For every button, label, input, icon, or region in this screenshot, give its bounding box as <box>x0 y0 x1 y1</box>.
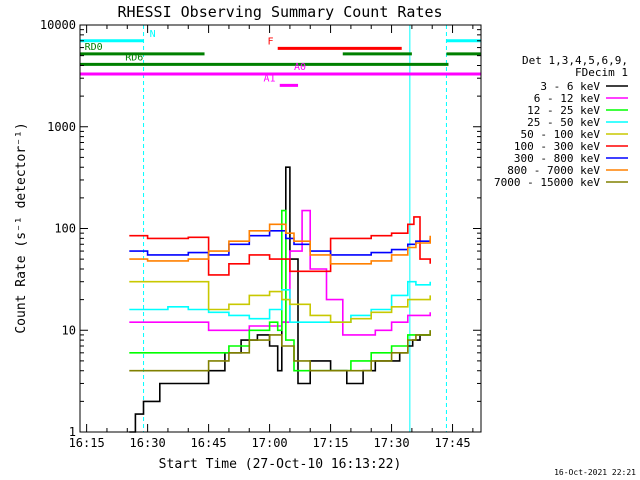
x-tick-label: 17:00 <box>252 436 288 450</box>
legend-header: FDecim 1 <box>575 66 628 79</box>
x-tick-label: 17:15 <box>313 436 349 450</box>
legend-label: 12 - 25 keV <box>527 104 600 117</box>
y-tick-label: 10000 <box>40 18 76 32</box>
series-line <box>129 280 431 323</box>
flag-label: RD6 <box>125 52 143 63</box>
series-line <box>129 330 431 372</box>
y-tick-label: 100 <box>54 222 76 236</box>
series-line <box>129 166 431 433</box>
legend-label: 25 - 50 keV <box>527 116 600 129</box>
y-axis-label: Count Rate (s⁻¹ detector⁻¹) <box>14 122 29 333</box>
series-line <box>129 209 431 372</box>
y-tick-label: 10 <box>62 323 76 337</box>
y-axis: 1 10 100 1000 10000 <box>40 18 481 439</box>
legend-label: 7000 - 15000 keV <box>494 176 600 189</box>
y-tick-label: 1 <box>69 425 76 439</box>
legend-label: 6 - 12 keV <box>534 92 601 105</box>
series-lines <box>129 166 431 433</box>
legend-label: 800 - 7000 keV <box>507 164 600 177</box>
flag-label: N <box>150 29 156 40</box>
flag-label: F <box>268 36 274 47</box>
series-line <box>129 230 431 256</box>
x-tick-label: 16:15 <box>69 436 105 450</box>
legend-header: Det 1,3,4,5,6,9, <box>522 54 628 67</box>
legend-label: 100 - 300 keV <box>514 140 600 153</box>
flag-label: A1 <box>263 73 275 84</box>
x-tick-label: 17:30 <box>373 436 409 450</box>
x-tick-label: 16:45 <box>191 436 227 450</box>
flag-bars: N RD0 RD6 F A1 A0 <box>80 29 481 87</box>
series-line <box>129 223 431 265</box>
chart-title: RHESSI Observing Summary Count Rates <box>117 3 442 21</box>
series-line <box>129 216 431 276</box>
x-tick-label: 16:30 <box>130 436 166 450</box>
y-tick-label: 1000 <box>47 120 76 134</box>
flag-label: A0 <box>294 62 306 73</box>
series-line <box>129 209 431 336</box>
legend-label: 50 - 100 keV <box>521 128 601 141</box>
x-axis: 16:15 16:30 16:45 17:00 17:15 17:30 17:45 <box>69 25 474 450</box>
x-tick-label: 17:45 <box>434 436 470 450</box>
x-axis-label: Start Time (27-Oct-10 16:13:22) <box>159 457 402 472</box>
series-line <box>129 280 431 323</box>
legend-label: 3 - 6 keV <box>540 80 600 93</box>
legend-label: 300 - 800 keV <box>514 152 600 165</box>
flag-label: RD0 <box>85 42 103 53</box>
timestamp: 16-Oct-2021 22:21 <box>554 468 636 477</box>
